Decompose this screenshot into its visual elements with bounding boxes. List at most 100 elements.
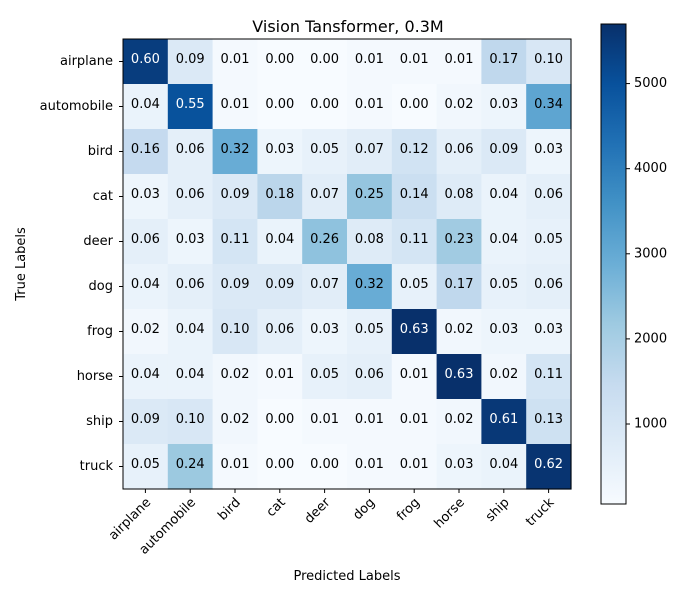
- x-tick-label-frog: frog: [394, 495, 423, 524]
- heatmap-cell-dog-ship: [481, 264, 527, 310]
- heatmap-cell-frog-frog: [391, 309, 438, 355]
- heatmap-cell-horse-frog: [391, 354, 438, 400]
- heatmap-cell-airplane-truck: [526, 39, 572, 85]
- cell-value-label: 0.03: [534, 142, 563, 157]
- heatmap-cell-dog-bird: [212, 264, 258, 310]
- cell-value-label: 0.01: [355, 457, 384, 472]
- cell-value-label: 0.03: [445, 457, 474, 472]
- cell-value-label: 0.03: [489, 97, 518, 112]
- heatmap-cell-bird-automobile: [167, 129, 214, 175]
- x-tick-label-bird: bird: [215, 495, 243, 523]
- heatmap-cell-deer-truck: [526, 219, 572, 265]
- y-tick-label-deer: deer: [83, 234, 113, 249]
- y-axis-label: True Labels: [14, 227, 29, 302]
- cell-value-label: 0.03: [176, 232, 205, 247]
- x-tick-label-truck: truck: [523, 495, 558, 530]
- cell-value-label: 0.04: [131, 367, 160, 382]
- cell-value-label: 0.13: [534, 412, 563, 427]
- heatmap-cell-automobile-bird: [212, 84, 258, 130]
- heatmap-cell-bird-bird: [212, 129, 258, 175]
- heatmap-cell-deer-automobile: [167, 219, 214, 265]
- heatmap-cell-frog-dog: [347, 309, 393, 355]
- heatmap-cell-bird-ship: [481, 129, 527, 175]
- cell-value-label: 0.00: [265, 457, 294, 472]
- cell-value-label: 0.00: [265, 52, 294, 67]
- cell-value-label: 0.04: [489, 187, 518, 202]
- x-tick-label-ship: ship: [483, 495, 513, 525]
- heatmap-cell-deer-frog: [391, 219, 438, 265]
- colorbar-tick-label: 3000: [634, 246, 667, 261]
- cell-value-label: 0.10: [221, 322, 250, 337]
- cell-value-label: 0.25: [355, 187, 384, 202]
- y-tick-label-bird: bird: [88, 144, 113, 159]
- cell-value-label: 0.04: [489, 457, 518, 472]
- heatmap-cell-deer-cat: [257, 219, 303, 265]
- cell-value-label: 0.05: [310, 367, 339, 382]
- cell-value-label: 0.11: [221, 232, 250, 247]
- heatmap-cell-frog-bird: [212, 309, 258, 355]
- heatmap-cell-truck-horse: [436, 444, 482, 490]
- heatmap-cell-airplane-dog: [347, 39, 393, 85]
- heatmap-cell-automobile-automobile: [167, 84, 214, 130]
- cell-value-label: 0.60: [131, 52, 160, 67]
- colorbar-tick-label: 2000: [634, 331, 667, 346]
- heatmap-cell-ship-bird: [212, 399, 258, 445]
- heatmap-cell-truck-airplane: [123, 444, 169, 490]
- heatmap-cell-dog-dog: [347, 264, 393, 310]
- cell-value-label: 0.01: [221, 97, 250, 112]
- heatmap-cell-frog-horse: [436, 309, 482, 355]
- cell-value-label: 0.04: [265, 232, 294, 247]
- cell-value-label: 0.12: [400, 142, 429, 157]
- heatmap-cell-truck-truck: [526, 444, 572, 490]
- heatmap-cell-dog-frog: [391, 264, 438, 310]
- heatmap-cell-truck-frog: [391, 444, 438, 490]
- cell-value-label: 0.08: [445, 187, 474, 202]
- x-tick-label-dog: dog: [350, 495, 378, 523]
- heatmap-cell-airplane-bird: [212, 39, 258, 85]
- heatmap-cell-frog-deer: [302, 309, 348, 355]
- chart-title: Vision Tansformer, 0.3M: [252, 17, 443, 36]
- heatmap-cell-dog-cat: [257, 264, 303, 310]
- heatmap-cell-automobile-frog: [391, 84, 438, 130]
- cell-value-label: 0.24: [176, 457, 205, 472]
- cell-value-label: 0.06: [445, 142, 474, 157]
- x-axis-label: Predicted Labels: [293, 569, 400, 584]
- heatmap-cell-ship-frog: [391, 399, 438, 445]
- heatmap-cell-airplane-frog: [391, 39, 438, 85]
- cell-value-label: 0.06: [176, 187, 205, 202]
- y-tick-label-automobile: automobile: [40, 99, 113, 114]
- heatmap-cell-cat-dog: [347, 174, 393, 220]
- heatmap-cell-airplane-deer: [302, 39, 348, 85]
- cell-value-label: 0.09: [131, 412, 160, 427]
- cell-value-label: 0.00: [265, 97, 294, 112]
- cell-value-label: 0.04: [489, 232, 518, 247]
- heatmap-cell-airplane-automobile: [167, 39, 214, 85]
- cell-value-label: 0.03: [265, 142, 294, 157]
- heatmap-cell-frog-truck: [526, 309, 572, 355]
- heatmap-cell-automobile-horse: [436, 84, 482, 130]
- colorbar-tick-label: 5000: [634, 76, 667, 91]
- cell-value-label: 0.06: [176, 142, 205, 157]
- cell-value-label: 0.06: [534, 187, 563, 202]
- cell-value-label: 0.07: [310, 187, 339, 202]
- heatmap-cell-cat-ship: [481, 174, 527, 220]
- cell-value-label: 0.05: [534, 232, 563, 247]
- heatmap-cell-cat-airplane: [123, 174, 169, 220]
- cell-value-label: 0.04: [176, 322, 205, 337]
- heatmap-cell-horse-horse: [436, 354, 482, 400]
- heatmap-cell-frog-cat: [257, 309, 303, 355]
- cell-value-label: 0.09: [221, 277, 250, 292]
- heatmap-value-labels: 0.60 0.09 0.01 0.00 0.00 0.01 0.01 0.01 0.17 0.10…: [131, 52, 563, 472]
- y-tick-label-truck: truck: [80, 459, 114, 474]
- cell-value-label: 0.01: [400, 367, 429, 382]
- cell-value-label: 0.01: [221, 52, 250, 67]
- y-tick-label-cat: cat: [93, 189, 113, 204]
- colorbar-tick-label: 4000: [634, 161, 667, 176]
- cell-value-label: 0.11: [400, 232, 429, 247]
- cell-value-label: 0.11: [534, 367, 563, 382]
- cell-value-label: 0.00: [310, 457, 339, 472]
- cell-value-label: 0.32: [355, 277, 384, 292]
- cell-value-label: 0.02: [221, 412, 250, 427]
- cell-value-label: 0.01: [221, 457, 250, 472]
